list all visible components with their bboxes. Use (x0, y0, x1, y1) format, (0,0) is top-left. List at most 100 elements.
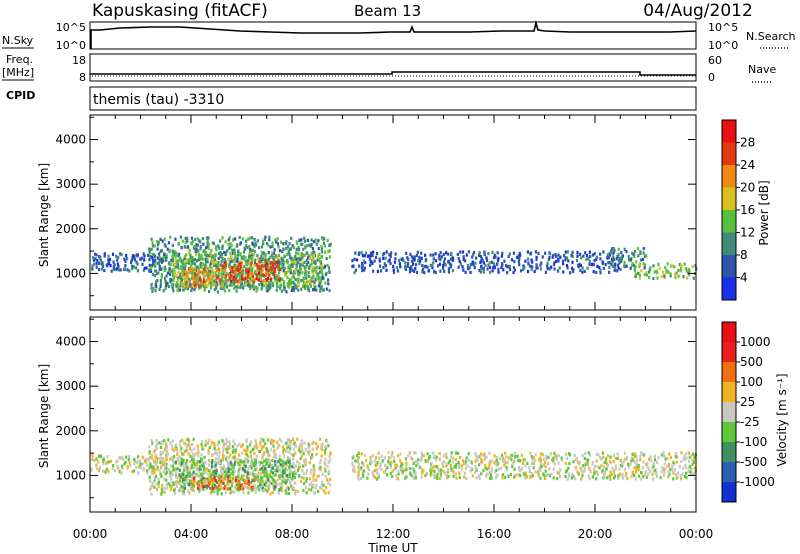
power-data-cell (320, 284, 323, 289)
power-data-cell (183, 256, 186, 260)
nave-right-tick-top: 60 (708, 54, 722, 67)
power-colorbar-swatch (722, 142, 736, 165)
velocity-data-cell (116, 465, 119, 469)
power-data-cell (231, 266, 234, 270)
velocity-data-cell (163, 477, 166, 481)
power-data-cell (425, 258, 428, 262)
power-data-cell (110, 269, 113, 273)
velocity-data-cell (519, 459, 522, 463)
velocity-data-cell (133, 462, 136, 466)
velocity-data-cell (163, 490, 166, 494)
velocity-data-cell (286, 438, 289, 442)
power-data-cell (404, 264, 407, 268)
velocity-data-cell (452, 474, 455, 478)
velocity-data-cell (102, 461, 105, 465)
velocity-data-cell (488, 460, 491, 464)
power-data-cell (297, 273, 300, 277)
velocity-data-cell (276, 478, 279, 482)
velocity-data-cell (163, 486, 166, 491)
velocity-data-cell (493, 454, 496, 458)
velocity-data-cell (414, 471, 417, 475)
velocity-data-cell (405, 467, 408, 472)
velocity-data-cell (509, 472, 512, 477)
velocity-data-cell (97, 468, 100, 473)
velocity-data-cell (135, 461, 138, 465)
power-data-cell (261, 268, 264, 272)
velocity-data-cell (486, 472, 489, 476)
velocity-data-cell (304, 486, 308, 490)
velocity-data-cell (207, 468, 210, 472)
power-data-cell (224, 263, 228, 268)
velocity-data-cell (219, 469, 223, 473)
velocity-data-cell (366, 464, 369, 468)
velocity-data-cell (575, 457, 578, 461)
velocity-data-cell (185, 438, 188, 442)
velocity-data-cell (182, 469, 185, 473)
power-data-cell (599, 252, 602, 256)
power-data-cell (233, 251, 237, 255)
power-data-cell (123, 267, 127, 271)
velocity-data-cell (192, 454, 195, 458)
velocity-data-cell (247, 491, 250, 495)
velocity-data-cell (529, 475, 532, 479)
velocity-data-cell (653, 454, 656, 458)
velocity-data-cell (105, 467, 109, 471)
velocity-data-cell (490, 476, 493, 480)
power-data-cell (91, 264, 94, 268)
power-data-cell (250, 255, 254, 259)
power-data-cell (188, 251, 191, 255)
velocity-data-cell (352, 468, 355, 472)
power-data-cell (266, 289, 269, 293)
power-data-cell (376, 269, 379, 273)
velocity-data-cell (327, 444, 330, 448)
velocity-data-cell (180, 461, 183, 465)
velocity-data-cell (484, 463, 487, 467)
velocity-data-cell (439, 475, 443, 479)
velocity-data-cell (171, 447, 174, 451)
velocity-data-cell (288, 457, 291, 461)
power-data-cell (211, 270, 214, 274)
velocity-data-cell (294, 464, 297, 468)
power-data-cell (253, 244, 256, 248)
velocity-data-cell (169, 457, 172, 461)
power-data-cell (665, 271, 668, 275)
power-data-cell (181, 273, 184, 278)
power-data-cell (566, 266, 569, 270)
power-data-cell (177, 278, 180, 282)
power-data-cell (214, 282, 217, 286)
power-data-cell (575, 259, 579, 263)
power-data-cell (291, 264, 294, 268)
velocity-data-cell (219, 465, 222, 469)
velocity-data-cell (242, 491, 245, 495)
velocity-data-cell (111, 466, 114, 470)
velocity-data-cell (317, 474, 320, 478)
power-data-cell (253, 263, 256, 267)
power-data-cell (238, 235, 241, 239)
velocity-data-cell (261, 456, 264, 460)
power-data-cell (114, 267, 117, 272)
power-data-cell (466, 264, 469, 268)
velocity-data-cell (452, 470, 455, 474)
velocity-data-cell (291, 485, 294, 490)
power-colorbar-swatch (722, 165, 736, 188)
power-data-cell (275, 274, 278, 278)
velocity-data-cell (391, 451, 394, 455)
power-data-cell (266, 284, 270, 288)
power-data-cell (171, 252, 175, 256)
velocity-data-cell (559, 468, 562, 472)
velocity-data-cell (263, 474, 266, 478)
power-data-cell (621, 254, 624, 258)
power-data-cell (270, 277, 273, 281)
power-data-cell (489, 265, 492, 269)
power-data-cell (207, 267, 210, 271)
velocity-data-cell (555, 457, 558, 461)
power-data-cell (389, 261, 392, 266)
velocity-data-cell (301, 448, 304, 452)
velocity-data-cell (639, 455, 642, 459)
power-data-cell (188, 282, 192, 286)
power-data-cell (327, 278, 330, 282)
velocity-data-cell (393, 456, 396, 460)
velocity-data-cell (229, 461, 232, 465)
power-data-cell (395, 266, 398, 270)
power-data-cell (176, 260, 179, 264)
